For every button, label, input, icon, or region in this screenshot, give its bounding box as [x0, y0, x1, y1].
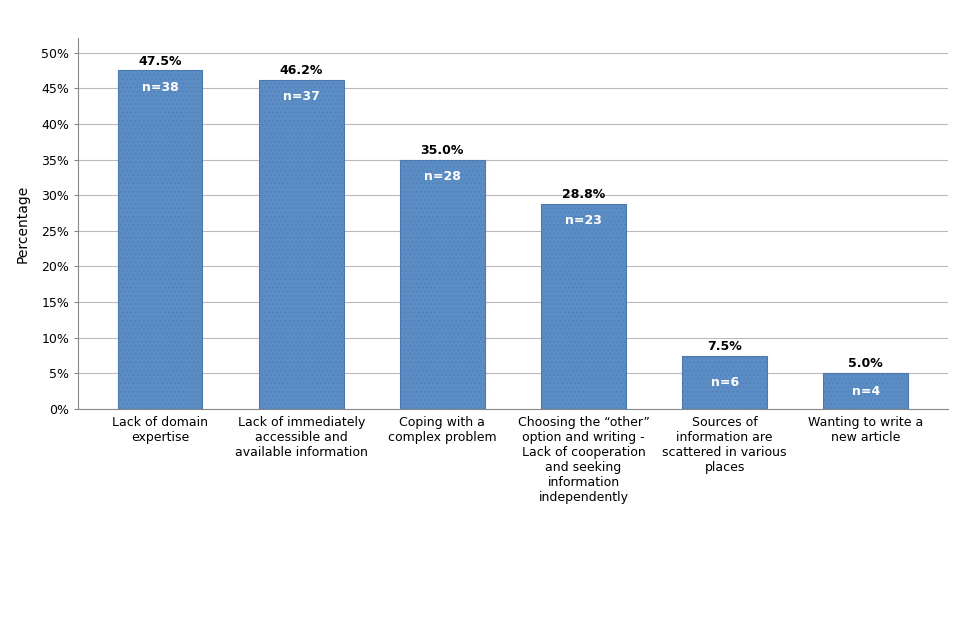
Text: 7.5%: 7.5%	[707, 340, 743, 353]
Text: n=4: n=4	[852, 385, 880, 397]
Bar	[400, 160, 485, 409]
Text: 28.8%: 28.8%	[562, 188, 605, 201]
Text: n=37: n=37	[282, 90, 319, 104]
Text: n=28: n=28	[424, 170, 461, 183]
Bar	[259, 80, 344, 409]
Bar	[541, 204, 626, 409]
Bar	[824, 373, 909, 409]
Bar	[117, 70, 202, 409]
Text: 47.5%: 47.5%	[139, 54, 182, 68]
Text: n=6: n=6	[710, 376, 739, 389]
Text: 5.0%: 5.0%	[848, 357, 883, 371]
Text: 46.2%: 46.2%	[279, 64, 322, 77]
Text: 35.0%: 35.0%	[421, 144, 464, 157]
Y-axis label: Percentage: Percentage	[16, 185, 30, 263]
Text: n=23: n=23	[565, 215, 602, 227]
Bar	[682, 355, 767, 409]
Text: n=38: n=38	[142, 81, 179, 94]
